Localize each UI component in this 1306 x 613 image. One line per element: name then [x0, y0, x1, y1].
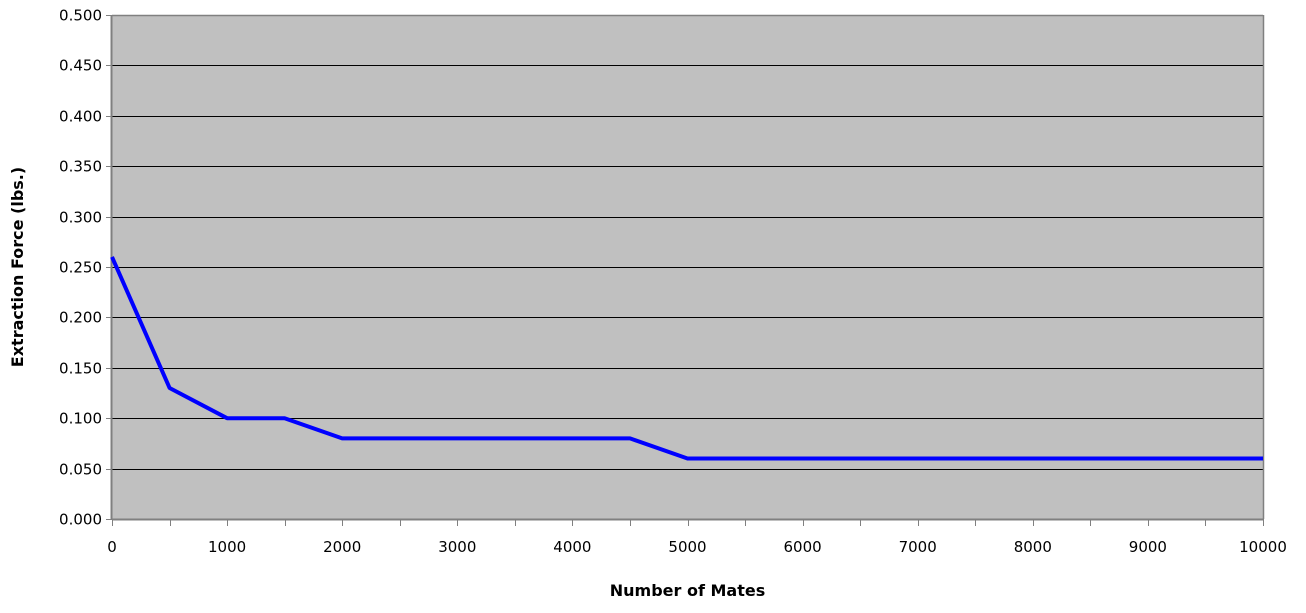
x-tick-label: 6000 — [784, 538, 822, 556]
series-layer — [110, 256, 1263, 461]
y-tick-label: 0.000 — [59, 511, 102, 529]
axes — [106, 14, 1265, 526]
y-tick-label: 0.350 — [59, 158, 102, 176]
x-tick-label: 3000 — [438, 538, 476, 556]
x-tick-label: 1000 — [208, 538, 246, 556]
y-tick-label: 0.250 — [59, 259, 102, 277]
y-tick-label: 0.050 — [59, 461, 102, 479]
y-tick-label: 0.100 — [59, 410, 102, 428]
x-tick-label: 10000 — [1239, 538, 1287, 556]
y-tick-label: 0.150 — [59, 360, 102, 378]
y-tick-label: 0.500 — [59, 7, 102, 25]
y-axis-title: Extraction Force (lbs.) — [8, 167, 27, 367]
x-tick-label: 8000 — [1014, 538, 1052, 556]
x-tick-label: 4000 — [553, 538, 591, 556]
series-line — [110, 256, 1263, 461]
x-tick-label: 5000 — [668, 538, 706, 556]
x-tick-label: 2000 — [323, 538, 361, 556]
x-tick-label: 7000 — [899, 538, 937, 556]
x-tick-label: 9000 — [1129, 538, 1167, 556]
x-tick-label: 0 — [107, 538, 117, 556]
y-tick-label: 0.450 — [59, 57, 102, 75]
x-axis-title: Number of Mates — [610, 581, 765, 600]
tick-labels: 0.000 0.050 0.100 0.150 0.200 0.250 0.300 0.350… — [59, 7, 1287, 557]
y-tick-label: 0.300 — [59, 209, 102, 227]
y-tick-label: 0.400 — [59, 108, 102, 126]
y-tick-label: 0.200 — [59, 309, 102, 327]
